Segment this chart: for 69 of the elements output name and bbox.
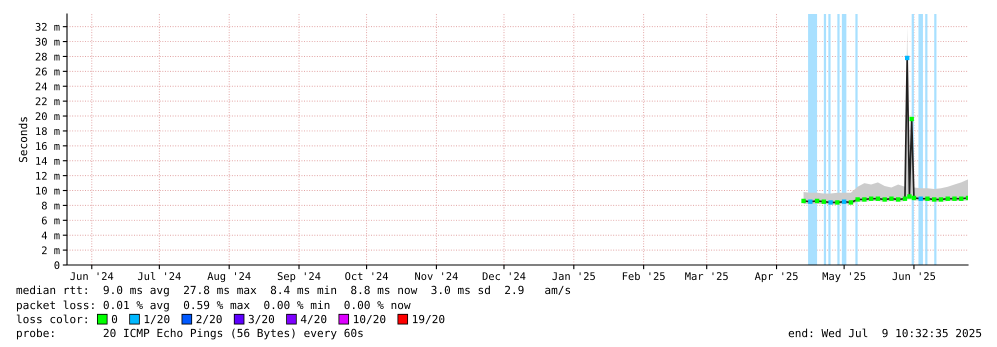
y-tick-label: 0	[54, 261, 60, 270]
y-tick-label: 2 m	[42, 246, 60, 254]
x-tick-label: Jun '24	[70, 272, 114, 280]
y-tick-label: 14 m	[36, 157, 60, 165]
x-tick-label: Nov '24	[415, 272, 458, 280]
point	[909, 116, 914, 122]
point	[959, 196, 964, 201]
point	[814, 198, 820, 204]
y-tick-label: 30 m	[36, 38, 60, 46]
point	[904, 56, 910, 60]
text: probe: 20 ICMP Echo Pings (56 Bytes) every 60s	[16, 328, 363, 340]
point	[902, 196, 908, 201]
y-axis-title: Seconds	[18, 117, 28, 162]
y-tick-label: 6 m	[42, 216, 60, 224]
legend-title: loss color:	[16, 314, 87, 324]
y-tick-label: 24 m	[36, 82, 60, 90]
y-tick-label: 20 m	[36, 112, 60, 120]
point	[918, 196, 923, 201]
point	[946, 196, 950, 201]
legend-label: 1/20	[144, 314, 170, 324]
point	[876, 196, 880, 201]
point	[896, 197, 900, 202]
y-tick-label: 16 m	[36, 142, 60, 150]
point	[828, 200, 833, 205]
y-tick-label: 8 m	[42, 202, 60, 210]
point	[822, 199, 826, 204]
x-tick-label: Apr '25	[754, 272, 798, 282]
point	[932, 197, 936, 202]
x-tick-label: May '25	[822, 272, 866, 282]
y-tick-label: 22 m	[36, 97, 60, 106]
text: end: Wed Jul 9 10:32:35 2025	[788, 328, 982, 338]
legend-label: 10/20	[354, 314, 386, 324]
point	[835, 200, 840, 205]
x-tick-label: Dec '24	[482, 272, 526, 280]
x-tick-label: Jun '25	[892, 272, 936, 280]
legend-label: 0	[112, 314, 118, 324]
y-tick-label: 28 m	[36, 52, 60, 61]
x-tick-label: Jan '25	[552, 272, 595, 280]
point	[925, 196, 930, 201]
point	[862, 197, 867, 202]
point	[952, 196, 957, 201]
point	[889, 196, 894, 201]
text: packet loss: 0.01 % avg 0.59 % max 0.00 % min 0.00 % now	[16, 300, 411, 312]
point	[842, 199, 846, 204]
x-tick-label: Sep '24	[278, 272, 320, 282]
point	[912, 196, 916, 200]
point	[808, 199, 813, 204]
y-tick-label: 32 m	[36, 22, 60, 31]
point	[907, 194, 912, 199]
legend-label: 4/20	[300, 314, 326, 324]
point	[855, 197, 860, 202]
y-tick-label: 26 m	[36, 68, 60, 76]
y-tick-label: 10 m	[36, 186, 60, 195]
y-tick-label: 18 m	[36, 127, 60, 136]
x-tick-label: Aug '24	[207, 272, 251, 282]
point	[868, 196, 874, 201]
point	[801, 198, 806, 204]
legend-label: 2/20	[196, 314, 222, 324]
x-tick-label: Oct '24	[345, 272, 388, 280]
point	[882, 197, 887, 202]
y-tick-label: 4 m	[42, 232, 60, 240]
text: median rtt: 9.0 ms avg 27.8 ms max 8.4 ms min 8.8 ms now 3.0 ms sd 2.9 am/s	[16, 286, 570, 296]
legend-label: 19/20	[412, 314, 444, 324]
x-tick-label: Feb '25	[622, 272, 665, 280]
x-tick-label: Mar '25	[685, 272, 728, 280]
x-tick-label: Jul '24	[138, 272, 181, 280]
legend-label: 3/20	[248, 314, 274, 324]
y-tick-label: 12 m	[36, 172, 60, 180]
point	[848, 200, 854, 205]
